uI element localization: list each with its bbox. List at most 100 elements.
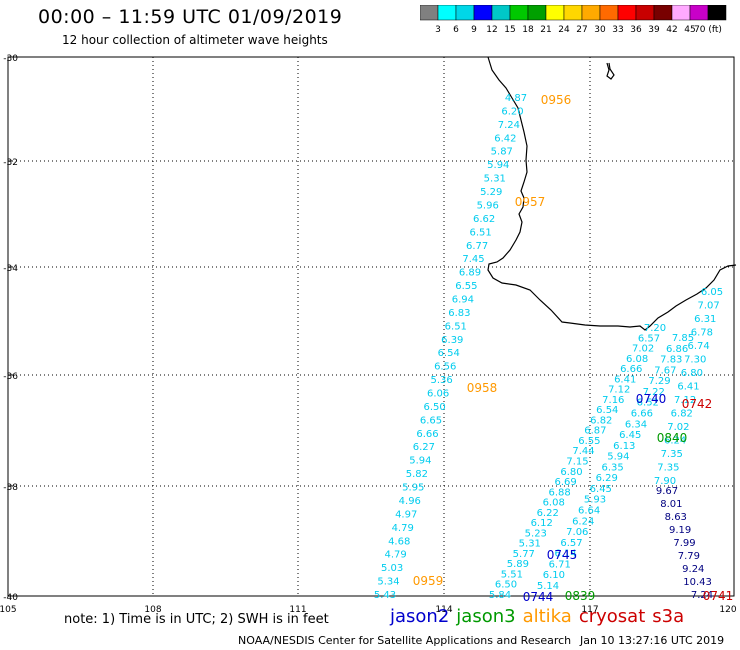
wave-height-value: 5.31 (484, 174, 506, 185)
wave-height-value: 6.80 (560, 467, 582, 478)
wave-height-value: 6.57 (560, 538, 582, 549)
wave-height-value: 4.96 (399, 496, 421, 507)
colorbar-label: 24 (558, 25, 570, 35)
wave-height-value: 6.41 (614, 374, 636, 385)
colorbar-label: 39 (648, 25, 660, 35)
colorbar-label: 18 (522, 25, 534, 35)
wave-height-value: 5.84 (489, 590, 511, 601)
pass-time-label: 0958 (467, 381, 498, 395)
wave-height-value: 5.43 (374, 590, 396, 601)
wave-height-value: 6.45 (619, 430, 641, 441)
wave-height-value: 6.64 (578, 506, 600, 517)
wave-height-value: 6.06 (427, 389, 449, 400)
wave-height-value: 7.15 (566, 457, 588, 468)
colorbar-swatch (707, 5, 727, 21)
wave-height-value: 6.14 (554, 549, 576, 560)
wave-height-value: 6.54 (596, 405, 618, 416)
wave-height-value: 6.24 (572, 516, 594, 527)
wave-height-value: 9.67 (656, 486, 678, 497)
wave-height-value: 5.14 (537, 581, 559, 592)
colorbar-label: 36 (630, 25, 642, 35)
footer-date: Jan 10 13:27:16 UTC 2019 (580, 634, 725, 647)
wave-height-value: 7.67 (654, 365, 676, 376)
wave-height-value: 6.50 (495, 580, 517, 591)
lat-tick-label: -38 (3, 483, 18, 493)
wave-height-value: 6.20 (501, 106, 523, 117)
pass-time-label: 0956 (541, 93, 572, 107)
wave-height-value: 7.07 (697, 301, 719, 312)
wave-height-value: 6.54 (438, 348, 460, 359)
page-title: 00:00 – 11:59 UTC 01/09/2019 (38, 6, 343, 28)
pass-time-label: 0959 (413, 574, 444, 588)
wave-height-value: 6.78 (691, 328, 713, 339)
wave-height-value: 6.45 (590, 484, 612, 495)
colorbar-label: 15 (504, 25, 515, 35)
wave-height-value: 6.71 (549, 559, 571, 570)
pass-time-label: 0744 (523, 590, 554, 604)
wave-height-value: 6.42 (494, 133, 516, 144)
wave-height-value: 6.39 (441, 335, 463, 346)
lat-tick-label: -40 (3, 593, 18, 603)
pass-time-label: 0839 (565, 589, 596, 603)
wave-height-tracks: 4.87 6.20 7.24 6.42 5.87 5.94 5.31 5.29 5.96 6.62… (374, 93, 723, 601)
wave-height-value: 7.35 (661, 449, 683, 460)
wave-height-value: 10.43 (683, 577, 712, 588)
wave-height-value: 4.87 (505, 93, 527, 104)
wave-height-value: 6.66 (620, 364, 642, 375)
lon-tick-label: 114 (435, 605, 452, 615)
wave-height-value: 7.02 (632, 344, 654, 355)
wave-height-value: 9.19 (669, 525, 691, 536)
lon-tick-label: 111 (289, 605, 306, 615)
wave-height-value: 6.31 (694, 314, 716, 325)
wave-height-value: 6.41 (677, 382, 699, 393)
wave-height-value: 7.90 (654, 476, 676, 487)
wave-height-value: 6.29 (596, 473, 618, 484)
lat-tick-label: -34 (3, 264, 18, 274)
wave-height-value: 7.22 (643, 387, 665, 398)
legend-altika: altika (522, 606, 572, 627)
colorbar-label: 30 (594, 25, 606, 35)
pass-time-label: 0745 (547, 548, 578, 562)
coastline-island (606, 62, 615, 80)
pass-time-label: 0740 (636, 392, 667, 406)
wave-height-value: 7.12 (608, 385, 630, 396)
wave-height-value: 7.79 (678, 551, 700, 562)
wave-height-value: 6.66 (416, 429, 438, 440)
colorbar-label: 9 (471, 25, 477, 35)
wave-height-value: 4.79 (384, 550, 406, 561)
wave-height-value: 6.57 (638, 333, 660, 344)
colorbar-label: 12 (486, 25, 497, 35)
note-text: note: 1) Time is in UTC; 2) SWH is in fe… (64, 612, 329, 627)
wave-height-value: 5.96 (477, 201, 499, 212)
coastline-west (487, 56, 737, 331)
legend-s3a: s3a (652, 606, 685, 627)
colorbar-label: 70 (ft) (694, 25, 722, 35)
wave-height-value: 4.79 (392, 523, 414, 534)
wave-height-value: 6.05 (701, 287, 723, 298)
wave-height-value: 6.10 (543, 570, 565, 581)
satellite-legend: jason2 jason3 altika cryosat s3a (390, 606, 691, 627)
wave-height-value: 5.94 (607, 452, 629, 463)
lat-tick-label: -30 (3, 54, 18, 64)
wave-height-value: 6.12 (531, 518, 553, 529)
wave-height-value: 6.94 (452, 295, 474, 306)
wave-height-value: 7.16 (602, 395, 624, 406)
wave-height-value: 6.13 (613, 441, 635, 452)
wave-height-value: 5.29 (480, 187, 502, 198)
wave-height-value: 6.24 (664, 436, 686, 447)
pass-time-label: 0741 (703, 589, 734, 603)
wave-height-value: 7.24 (498, 120, 520, 131)
wave-height-value: 6.52 (637, 398, 659, 409)
wave-height-value: 7.20 (644, 323, 666, 334)
lon-tick-label: 105 (0, 605, 17, 615)
colorbar-label: 3 (435, 25, 441, 35)
wave-height-value: 4.97 (395, 509, 417, 520)
wave-height-value: 6.87 (584, 426, 606, 437)
wave-height-value: 5.23 (525, 528, 547, 539)
wave-height-value: 5.34 (377, 577, 399, 588)
wave-height-value: 6.62 (473, 214, 495, 225)
pass-time-labels: 0956 0957 0958 0959 0740 0742 0840 0745 0744 0839… (413, 93, 734, 604)
legend-jason3: jason3 (456, 606, 516, 627)
wave-height-value: 6.56 (434, 362, 456, 373)
